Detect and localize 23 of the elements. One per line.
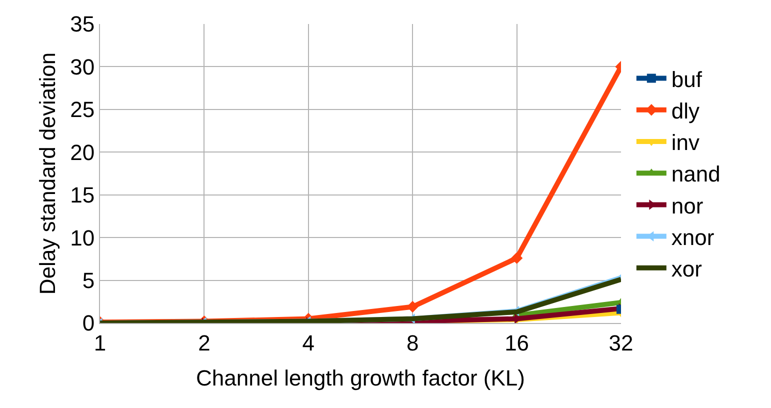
y-tick-label: 30 (70, 54, 95, 80)
legend-label: nor (671, 193, 704, 218)
y-tick-label: 5 (82, 268, 95, 293)
legend-label: xor (671, 256, 702, 282)
legend-label: buf (671, 66, 703, 92)
legend-label: nand (671, 162, 720, 187)
legend-label: inv (671, 130, 700, 156)
x-tick-label: 2 (198, 330, 210, 356)
legend-label: dly (671, 98, 700, 124)
x-tick-label: 1 (94, 330, 106, 356)
x-tick-label: 8 (406, 330, 419, 356)
x-tick-label: 32 (608, 330, 634, 356)
x-tick-label: 4 (302, 330, 315, 356)
y-tick-label: 35 (70, 12, 95, 37)
x-axis-title: Channel length growth factor (KL) (196, 365, 525, 390)
y-tick-label: 0 (82, 310, 95, 336)
y-tick-label: 10 (70, 225, 95, 250)
x-tick-label: 16 (504, 330, 530, 356)
y-tick-label: 15 (70, 182, 95, 208)
y-tick-label: 25 (70, 97, 95, 122)
y-tick-label: 20 (70, 140, 95, 165)
y-axis-title: Delay standard deviation (34, 52, 60, 295)
legend-label: xnor (671, 224, 714, 250)
